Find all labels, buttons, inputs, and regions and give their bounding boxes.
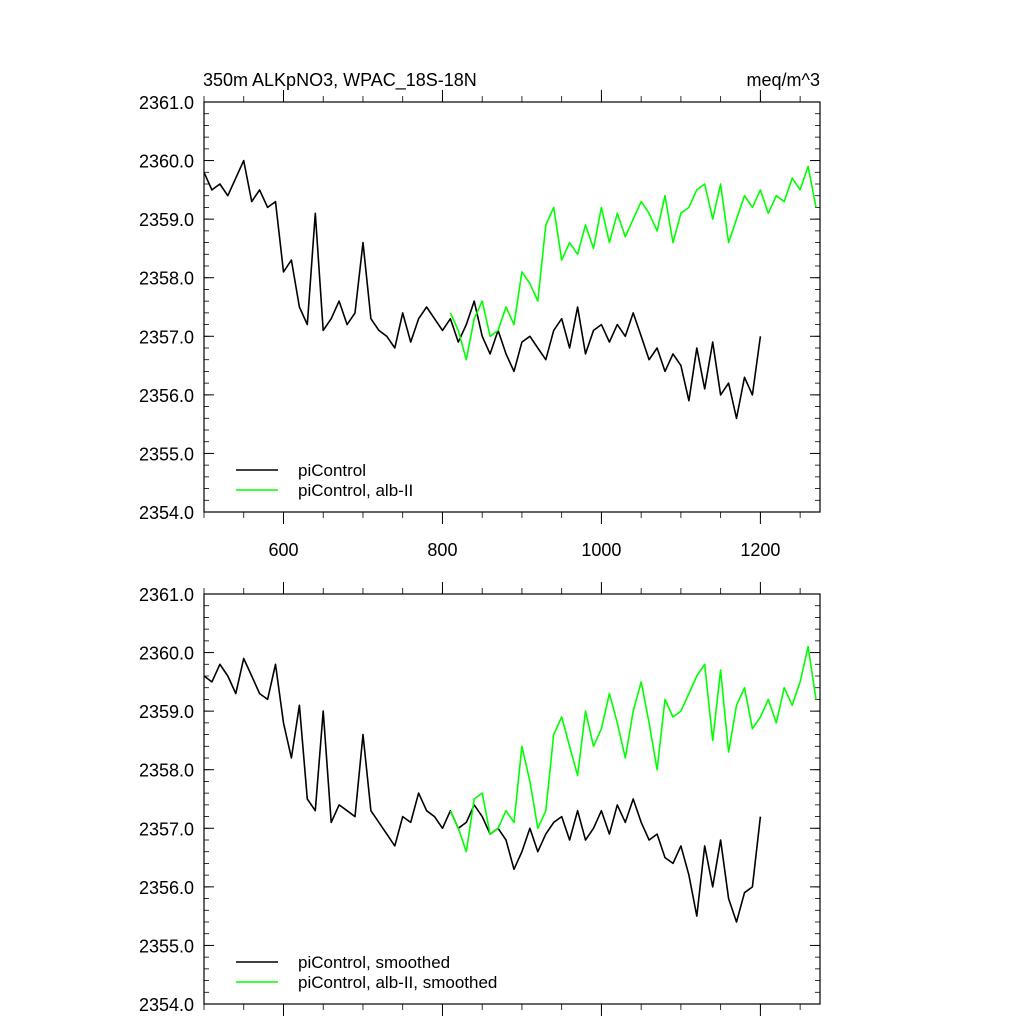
top-x-tick-label: 600: [268, 540, 298, 560]
bottom-y-tick-label: 2360.0: [139, 644, 194, 664]
legend-label-alb-ii-smoothed: piControl, alb-II, smoothed: [298, 973, 497, 992]
top-x-tick-label: 1000: [581, 540, 621, 560]
top-units-label: meq/m^3: [747, 70, 820, 90]
top-y-tick-label: 2358.0: [139, 269, 194, 289]
bottom-y-tick-label: 2356.0: [139, 878, 194, 898]
top-legend: piControl piControl, alb-II: [236, 461, 413, 500]
bottom-y-tick-label: 2361.0: [139, 585, 194, 605]
top-y-tick-label: 2359.0: [139, 210, 194, 230]
bottom-y-tick-label: 2354.0: [139, 995, 194, 1015]
top-y-tick-label: 2356.0: [139, 386, 194, 406]
top-series-line-0: [203, 159, 762, 420]
bottom-legend: piControl, smoothed piControl, alb-II, s…: [236, 953, 497, 992]
top-plot-area: 2354.0 2355.0 2356.0 2357.0 2358.0 2359.0 2360…: [139, 90, 820, 560]
legend-label-picontrol: piControl: [298, 461, 366, 480]
legend-label-picontrol-smoothed: piControl, smoothed: [298, 953, 450, 972]
top-y-tick-label: 2357.0: [139, 327, 194, 347]
top-plot-frame: [203, 101, 821, 513]
bottom-series-line-1: [449, 645, 817, 853]
bottom-y-tick-label: 2359.0: [139, 702, 194, 722]
bottom-plot-area: 2354.0 2355.0 2356.0 2357.0 2358.0 2359.0 2360…: [139, 582, 820, 1016]
top-x-tick-label: 1200: [740, 540, 780, 560]
bottom-plot-frame: [203, 593, 821, 1005]
bottom-y-tick-label: 2357.0: [139, 819, 194, 839]
top-y-tick-label: 2360.0: [139, 152, 194, 172]
bottom-panel: 2354.0 2355.0 2356.0 2357.0 2358.0 2359.0 2360…: [139, 582, 821, 1016]
bottom-y-tick-label: 2358.0: [139, 761, 194, 781]
top-y-tick-label: 2355.0: [139, 444, 194, 464]
top-y-tick-label: 2354.0: [139, 503, 194, 523]
legend-label-alb-ii: piControl, alb-II: [298, 481, 413, 500]
bottom-series-line-0: [203, 657, 762, 923]
bottom-y-tick-label: 2355.0: [139, 936, 194, 956]
top-panel: 350m ALKpNO3, WPAC_18S-18N meq/m^3 2354.…: [139, 70, 821, 560]
top-x-tick-label: 800: [427, 540, 457, 560]
top-title: 350m ALKpNO3, WPAC_18S-18N: [203, 70, 477, 91]
top-y-tick-label: 2361.0: [139, 93, 194, 113]
top-series-line-1: [449, 165, 817, 361]
